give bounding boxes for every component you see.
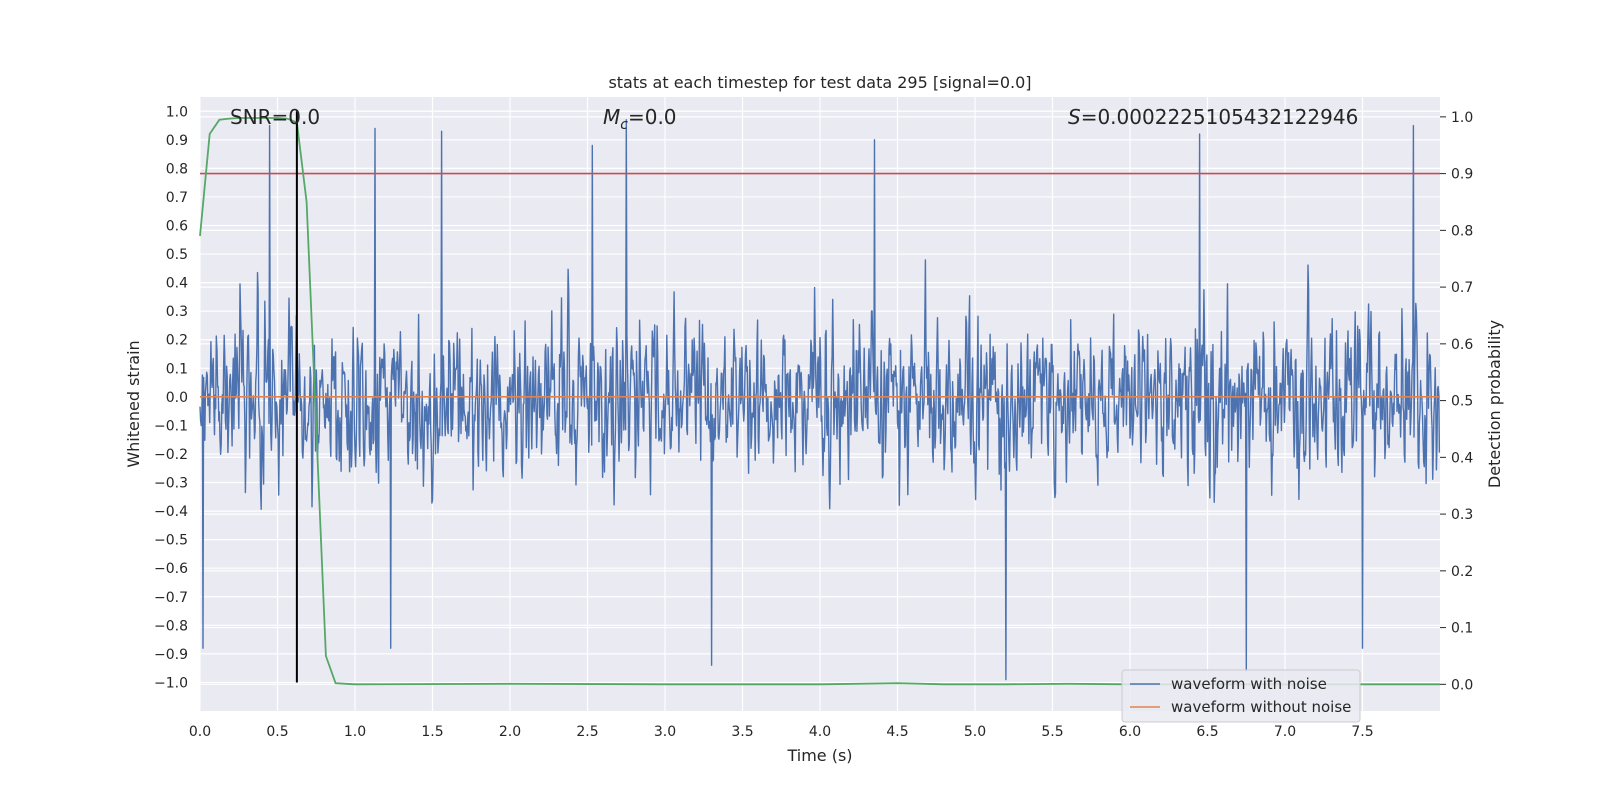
statistic-annotation: S=0.0002225105432122946 xyxy=(1068,105,1358,129)
mc-symbol: M xyxy=(603,105,620,129)
legend-box xyxy=(1121,669,1361,723)
y-tick-label: −0.7 xyxy=(154,590,188,606)
y-tick-label: −0.4 xyxy=(154,504,188,520)
y-tick-label: 0.7 xyxy=(166,190,188,206)
legend-label-clean: waveform without noise xyxy=(1171,698,1351,716)
legend: waveform with noise waveform without noi… xyxy=(1121,669,1361,723)
y-tick-label: −0.1 xyxy=(154,418,188,434)
y2-tick-labels: 1.0 0.9 0.8 0.7 0.6 0.5 0.4 0.3 0.2 0.1 0.0 xyxy=(1440,110,1473,693)
x-tick-label: 7.0 xyxy=(1274,724,1296,740)
s-symbol: S xyxy=(1068,105,1081,129)
overlay-layer xyxy=(199,111,1440,686)
x-tick-labels: 0.0 0.5 1.0 1.5 2.0 2.5 3.0 3.5 4.0 4.5 5.0 5.5 6.0 6… xyxy=(189,724,1374,740)
y-tick-label: −0.2 xyxy=(154,447,188,463)
series-layer xyxy=(199,119,1441,681)
chirp-mass-annotation: Mc=0.0 xyxy=(603,105,677,133)
x-axis-label: Time (s) xyxy=(786,746,852,765)
y-tick-label: 0.5 xyxy=(166,247,188,263)
y-tick-label: −0.5 xyxy=(154,533,188,549)
y2-tick-label: 0.5 xyxy=(1451,394,1473,410)
y-tick-label: −0.8 xyxy=(154,618,188,634)
x-tick-label: 3.5 xyxy=(731,724,753,740)
y2-tick-label: 0.2 xyxy=(1451,564,1473,580)
y2-tick-label: 0.6 xyxy=(1451,337,1473,353)
chart-title: stats at each timestep for test data 295… xyxy=(608,73,1031,92)
y-tick-label: −0.9 xyxy=(154,647,188,663)
y-tick-label: 0.1 xyxy=(166,361,188,377)
y-tick-label: 0.8 xyxy=(166,161,188,177)
x-tick-label: 6.0 xyxy=(1119,724,1141,740)
y-tick-label: 0.4 xyxy=(166,276,188,292)
y2-tick-label: 0.8 xyxy=(1451,223,1473,239)
series-waveform-with-noise xyxy=(199,119,1441,681)
y-tick-label: 0.9 xyxy=(166,133,188,149)
y-tick-label: 0.0 xyxy=(166,390,188,406)
snr-annotation: SNR=0.0 xyxy=(230,105,320,129)
y-tick-label: 0.6 xyxy=(166,219,188,235)
y2-axis-label: Detection probability xyxy=(1485,320,1504,488)
x-tick-label: 4.5 xyxy=(886,724,908,740)
x-tick-label: 0.0 xyxy=(189,724,211,740)
x-tick-label: 4.0 xyxy=(809,724,831,740)
s-value: =0.0002225105432122946 xyxy=(1081,105,1359,129)
y2-tick-label: 0.3 xyxy=(1451,507,1473,523)
series-detection-probability xyxy=(199,117,1440,686)
x-tick-label: 5.5 xyxy=(1041,724,1063,740)
x-tick-label: 6.5 xyxy=(1196,724,1218,740)
y2-tick-label: 0.4 xyxy=(1451,450,1473,466)
x-tick-label: 1.0 xyxy=(344,724,366,740)
y2-tick-label: 0.1 xyxy=(1451,621,1473,637)
y-tick-label: −0.3 xyxy=(154,476,188,492)
x-tick-label: 1.5 xyxy=(421,724,443,740)
x-tick-label: 3.0 xyxy=(654,724,676,740)
x-tick-label: 2.5 xyxy=(576,724,598,740)
x-tick-label: 0.5 xyxy=(266,724,288,740)
mc-value: =0.0 xyxy=(628,105,677,129)
legend-label-noisy: waveform with noise xyxy=(1171,675,1327,693)
y2-tick-label: 0.0 xyxy=(1451,677,1473,693)
y2-tick-label: 0.7 xyxy=(1451,280,1473,296)
x-tick-label: 2.0 xyxy=(499,724,521,740)
y-axis-label: Whitened strain xyxy=(124,340,143,467)
y2-tick-label: 1.0 xyxy=(1451,110,1473,126)
y-tick-label: 1.0 xyxy=(166,104,188,120)
y-tick-labels: 1.0 0.9 0.8 0.7 0.6 0.5 0.4 0.3 0.2 0.1 0.0 −0.1 −0.… xyxy=(154,104,188,691)
y-tick-label: −1.0 xyxy=(154,675,188,691)
y-tick-label: 0.2 xyxy=(166,333,188,349)
mc-subscript: c xyxy=(620,117,628,133)
y2-tick-label: 0.9 xyxy=(1451,167,1473,183)
y-tick-label: −0.6 xyxy=(154,561,188,577)
x-tick-label: 5.0 xyxy=(964,724,986,740)
y-tick-label: 0.3 xyxy=(166,304,188,320)
x-tick-label: 7.5 xyxy=(1351,724,1373,740)
